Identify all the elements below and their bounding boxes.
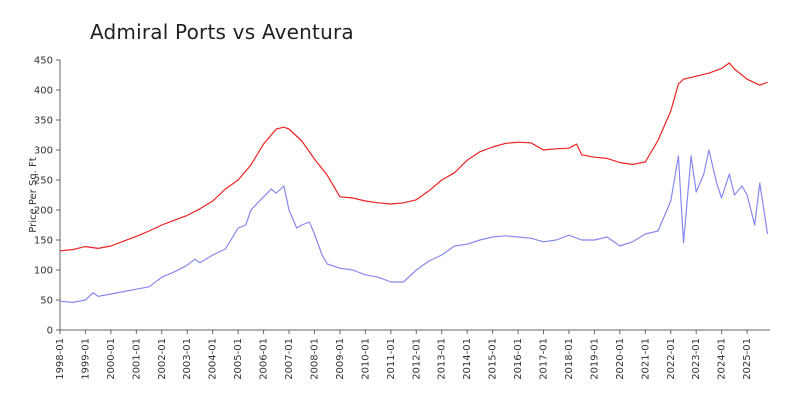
x-tick-label: 2010-01 — [360, 338, 371, 380]
x-tick-label: 2012-01 — [411, 338, 422, 380]
x-tick-label: 2005-01 — [233, 338, 244, 380]
x-tick-label: 2022-01 — [666, 338, 677, 380]
x-tick-label: 2003-01 — [182, 338, 193, 380]
y-tick-label: 250 — [34, 176, 53, 187]
x-tick-label: 1999-01 — [80, 338, 91, 380]
x-tick-label: 2017-01 — [539, 338, 550, 380]
y-tick-label: 150 — [34, 236, 53, 247]
x-tick-label: 2018-01 — [564, 338, 575, 380]
x-tick-label: 2000-01 — [106, 338, 117, 380]
y-tick-label: 50 — [40, 296, 53, 307]
series-line-0 — [59, 62, 768, 252]
x-tick-label: 2007-01 — [284, 338, 295, 380]
x-tick-label: 2015-01 — [488, 338, 499, 380]
x-tick-label: 2001-01 — [131, 338, 142, 380]
x-tick-label: 2021-01 — [640, 338, 651, 380]
y-tick-label: 200 — [34, 206, 53, 217]
x-tick-label: 2016-01 — [513, 338, 524, 380]
x-tick-label: 2004-01 — [208, 338, 219, 380]
chart-title: Admiral Ports vs Aventura — [90, 20, 354, 44]
x-tick-label: 2014-01 — [462, 338, 473, 380]
x-tick-label: 2009-01 — [335, 338, 346, 380]
y-tick-label: 100 — [34, 266, 53, 277]
x-tick-label: 2023-01 — [691, 338, 702, 380]
x-tick-label: 2020-01 — [615, 338, 626, 380]
x-tick-label: 2024-01 — [717, 338, 728, 380]
x-tick-label: 2002-01 — [157, 338, 168, 380]
y-tick-label: 0 — [47, 326, 53, 337]
x-tick-label: 2013-01 — [437, 338, 448, 380]
y-tick-label: 350 — [34, 116, 53, 127]
y-axis-label: Price Per Sq. Ft — [28, 157, 39, 232]
x-tick-label: 2011-01 — [386, 338, 397, 380]
series-line-1 — [59, 149, 769, 303]
y-tick-label: 300 — [34, 146, 53, 157]
x-tick-label: 1998-01 — [55, 338, 66, 380]
x-tick-label: 2008-01 — [309, 338, 320, 380]
x-tick-label: 2025-01 — [742, 338, 753, 380]
y-tick-label: 400 — [34, 86, 53, 97]
x-tick-label: 2006-01 — [259, 338, 270, 380]
y-tick-label: 450 — [34, 56, 53, 67]
x-tick-label: 2019-01 — [589, 338, 600, 380]
